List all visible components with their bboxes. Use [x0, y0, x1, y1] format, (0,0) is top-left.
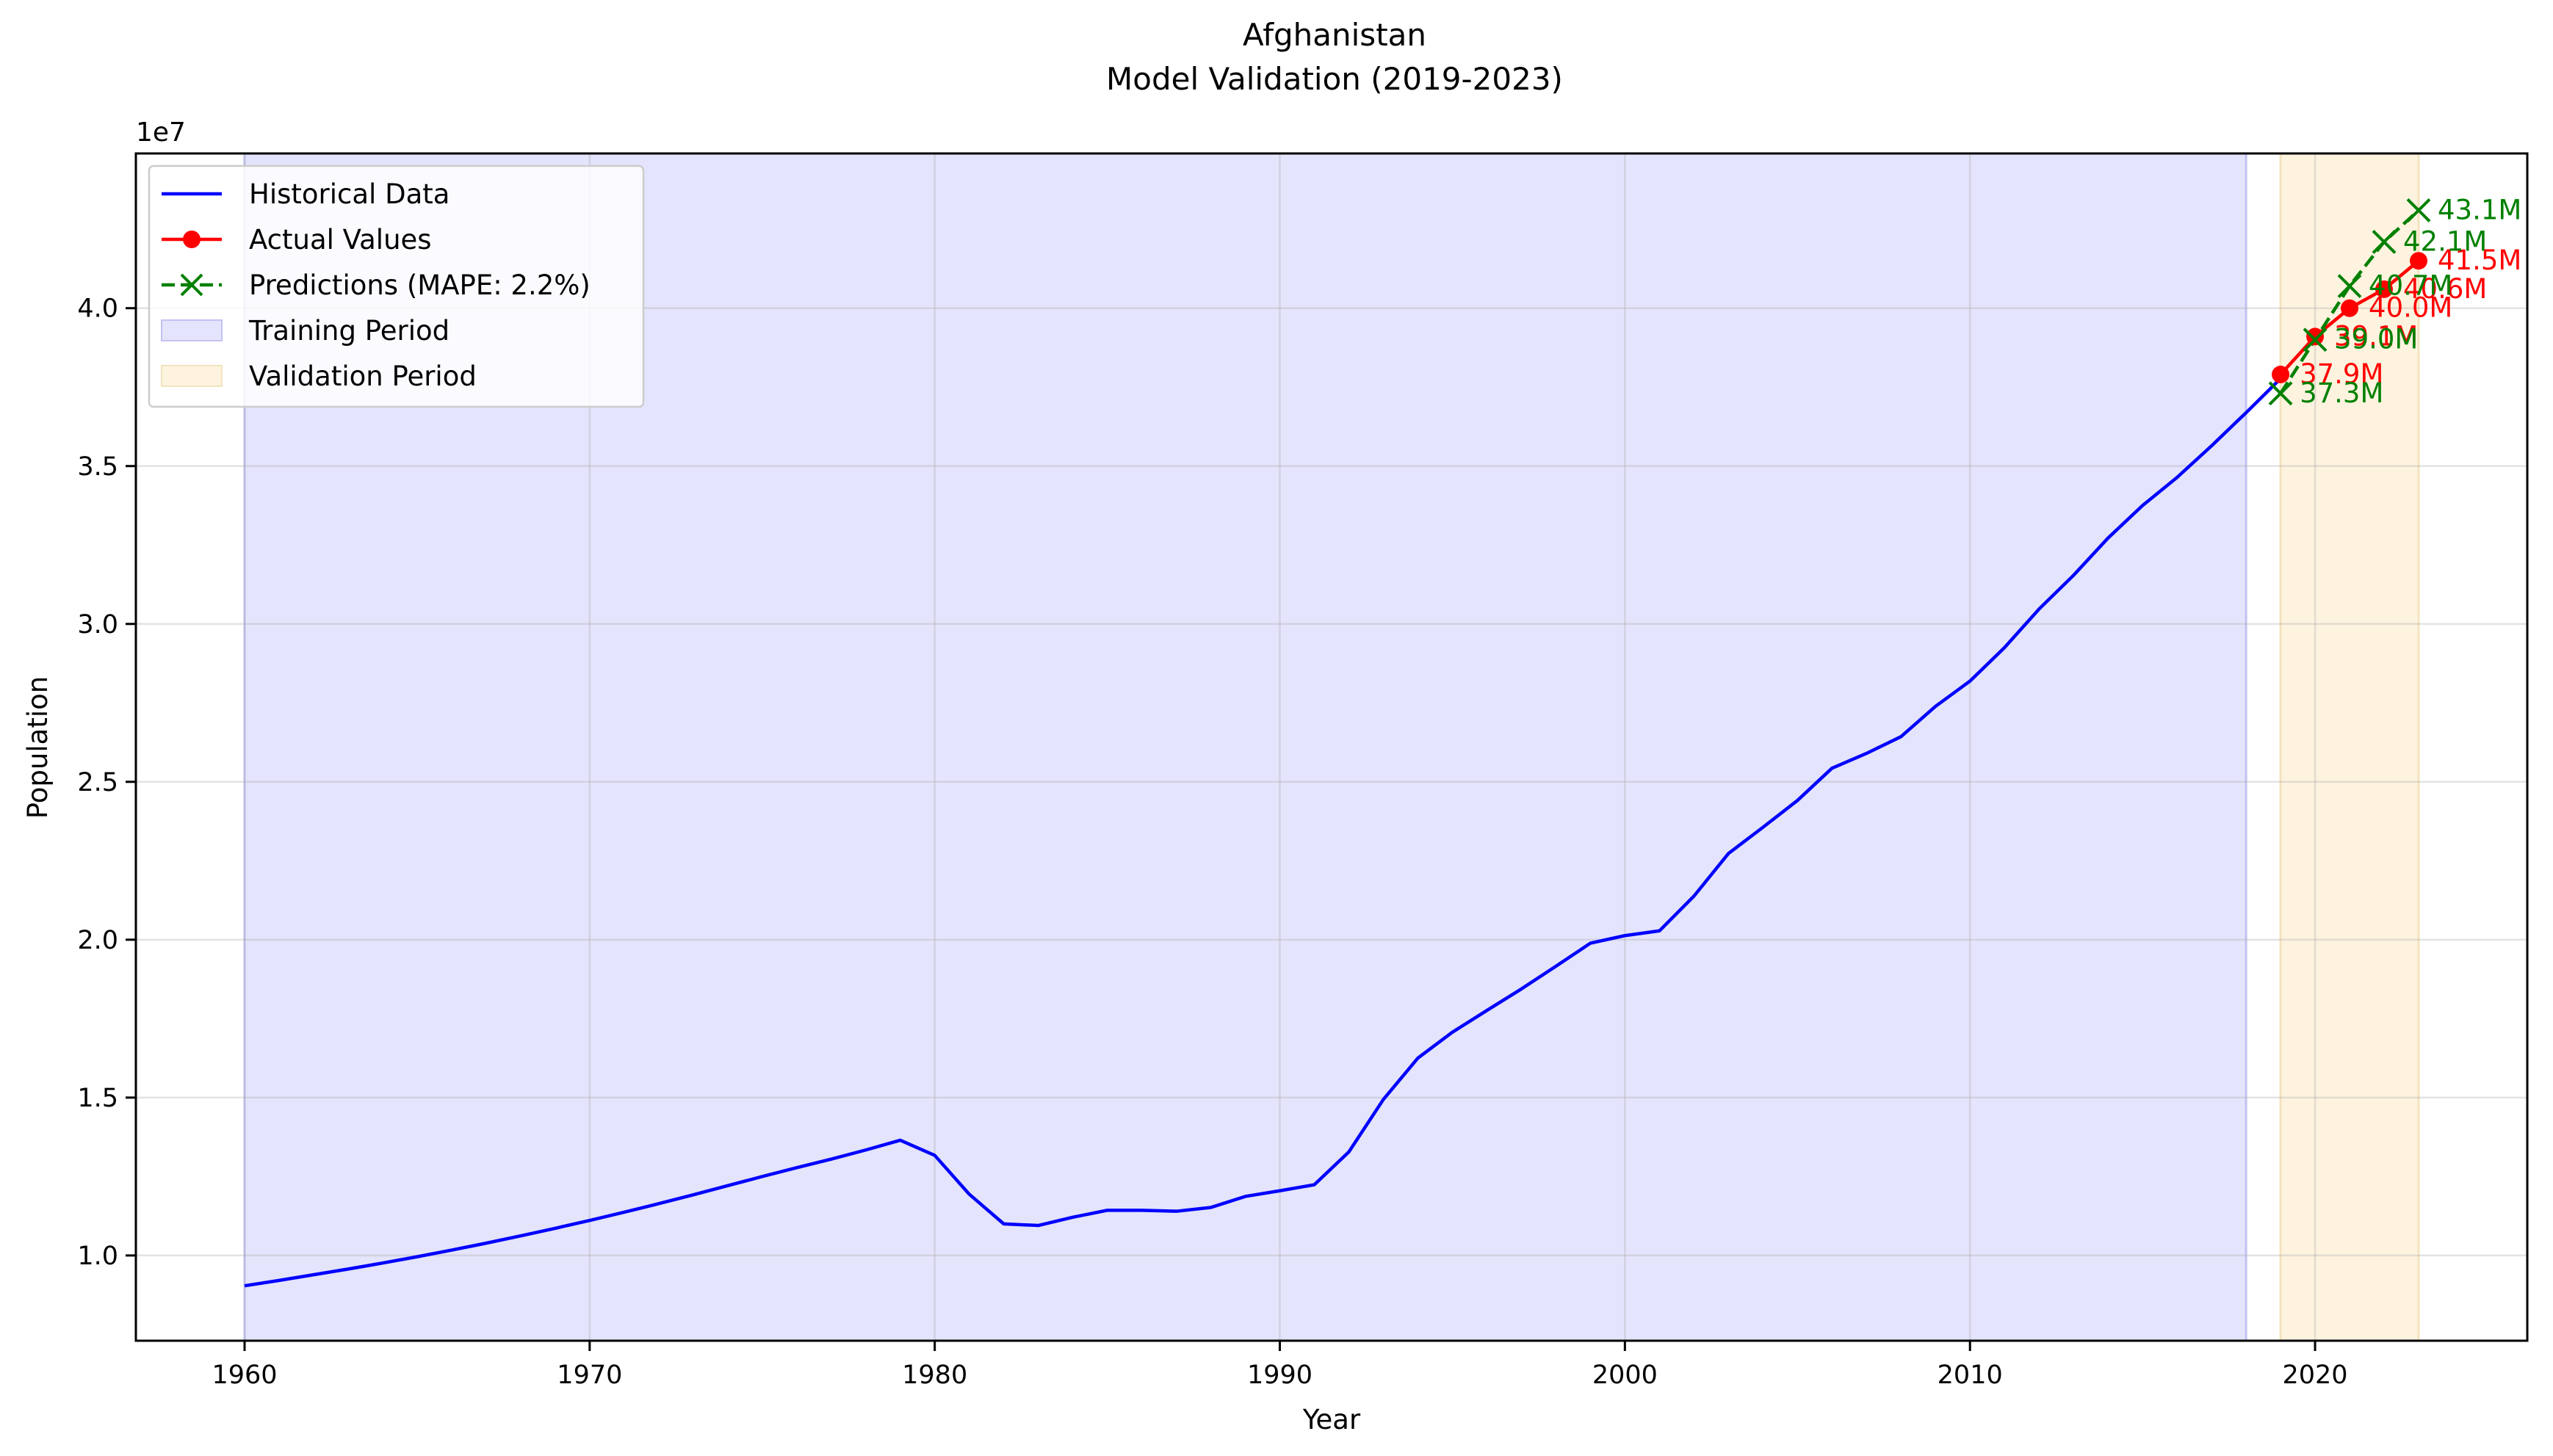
- prediction-value-label: 37.3M: [2300, 377, 2383, 409]
- x-tick-label: 1960: [212, 1361, 277, 1390]
- actual-value-point: [2306, 327, 2324, 345]
- x-tick-label: 2010: [1938, 1361, 2003, 1390]
- chart-subtitle: Model Validation (2019-2023): [1106, 61, 1563, 97]
- y-tick-label: 1.0: [77, 1242, 118, 1271]
- x-tick-label: 1990: [1247, 1361, 1312, 1390]
- y-tick-label: 2.5: [77, 768, 118, 797]
- legend-swatch: [162, 366, 222, 386]
- actual-value-point: [2341, 300, 2358, 317]
- y-offset-label: 1e7: [136, 117, 186, 148]
- x-tick-label: 2000: [1592, 1361, 1658, 1390]
- y-tick-label: 1.5: [77, 1084, 118, 1113]
- x-tick-label: 2020: [2283, 1361, 2348, 1390]
- prediction-value-label: 42.1M: [2403, 225, 2487, 257]
- y-tick-label: 3.5: [77, 452, 118, 482]
- legend-marker: [183, 231, 201, 248]
- prediction-value-label: 43.1M: [2438, 194, 2521, 225]
- legend-label: Actual Values: [249, 224, 432, 256]
- legend-label: Historical Data: [249, 178, 449, 210]
- legend-label: Validation Period: [249, 361, 477, 392]
- x-axis-label: Year: [1302, 1404, 1361, 1435]
- x-tick-label: 1980: [902, 1361, 967, 1390]
- y-axis-label: Population: [22, 676, 54, 819]
- legend-swatch: [162, 320, 222, 341]
- prediction-value-label: 40.7M: [2369, 270, 2452, 302]
- prediction-value-label: 39.0M: [2334, 324, 2418, 355]
- chart-title: Afghanistan: [1243, 17, 1426, 53]
- y-tick-label: 3.0: [77, 610, 118, 640]
- x-tick-label: 1970: [557, 1361, 622, 1390]
- y-tick-label: 2.0: [77, 926, 118, 955]
- legend-label: Training Period: [248, 315, 449, 347]
- legend-label: Predictions (MAPE: 2.2%): [249, 269, 591, 301]
- legend: Historical Data Actual Values Predictions …: [149, 166, 643, 407]
- y-tick-label: 4.0: [77, 294, 118, 324]
- actual-value-point: [2272, 366, 2289, 383]
